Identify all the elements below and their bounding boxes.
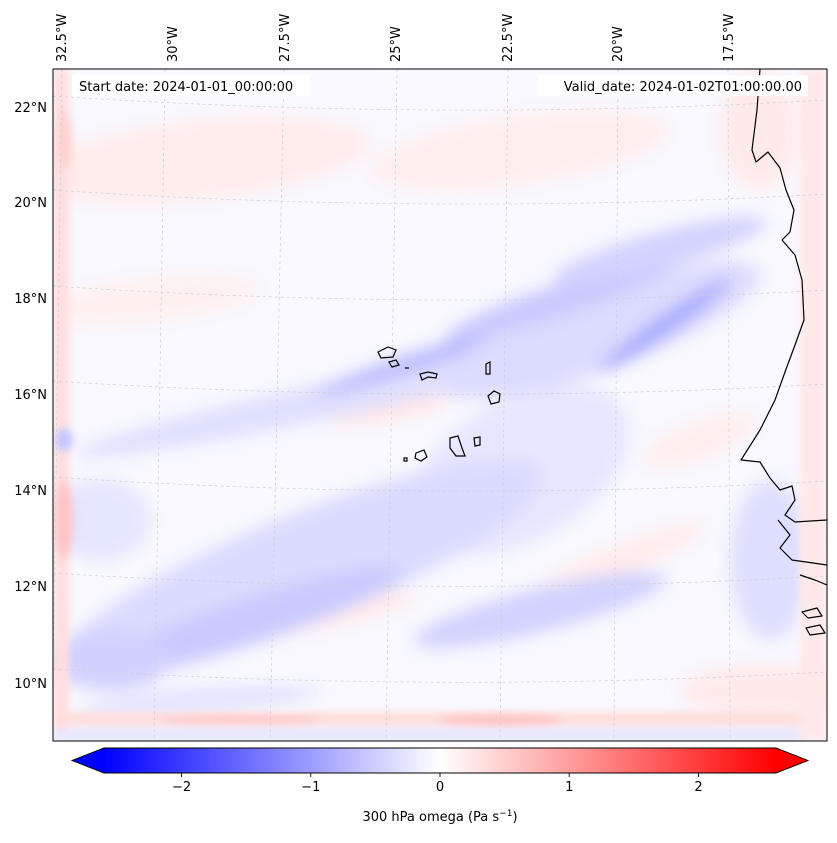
island-boa-vista (487, 390, 501, 405)
colorbar-tick-label: −2 (172, 780, 191, 795)
coastline (740, 69, 827, 636)
lon-label: 25°W (389, 26, 404, 62)
colorbar-body (104, 748, 776, 773)
latitude-labels: 22°N 20°N 18°N 16°N 14°N 12°N 10°N (14, 101, 47, 692)
valid-date-box: Valid_date: 2024-01-02T01:00:00.00 (538, 75, 808, 96)
lon-label: 17.5°W (722, 14, 737, 62)
colorbar-max-extension (776, 748, 808, 773)
colorbar-outline (70, 747, 810, 774)
valid-date-label: Valid_date: 2024-01-02T01:00:00.00 (564, 80, 802, 95)
lat-label: 16°N (14, 388, 47, 403)
lat-label: 22°N (14, 101, 47, 116)
lat-label: 18°N (14, 292, 47, 307)
colorbar-min-extension (72, 748, 104, 773)
start-date-label: Start date: 2024-01-01_00:00:00 (79, 80, 293, 95)
colorbar-tick-label: −1 (301, 780, 320, 795)
lat-label: 20°N (14, 196, 47, 211)
island-sao-nicolau (419, 371, 438, 381)
colorbar-label: 300 hPa omega (Pa s−1) (362, 809, 517, 825)
island-maio (473, 436, 481, 447)
lon-label: 32.5°W (55, 14, 70, 62)
island-sao-vicente (388, 359, 400, 368)
graticule (53, 69, 827, 741)
lon-label: 27.5°W (278, 14, 293, 62)
island-santo-antao (377, 346, 397, 359)
lat-label: 10°N (14, 677, 47, 692)
colorbar-tick-label: 1 (565, 780, 573, 795)
lon-label: 22.5°W (501, 14, 516, 62)
lat-label: 12°N (14, 580, 47, 595)
island-sal (485, 361, 491, 375)
longitude-labels: 32.5°W 30°W 27.5°W 25°W 22.5°W 20°W 17.5… (55, 14, 737, 62)
colorbar-tick-label: 0 (436, 780, 444, 795)
colorbar-tick-label: 2 (694, 780, 702, 795)
island-fogo (414, 449, 428, 462)
start-date-box: Start date: 2024-01-01_00:00:00 (72, 75, 310, 96)
west-africa-coast (740, 69, 827, 523)
colorbar: −2 −1 0 1 2 300 hPa omega (Pa s−1) (70, 747, 810, 825)
lon-label: 30°W (166, 26, 181, 62)
island-santiago (449, 435, 466, 457)
cape-verde-islands (377, 346, 501, 462)
lon-label: 20°W (611, 26, 626, 62)
island-brava (403, 457, 408, 462)
map-frame (52, 68, 828, 742)
omega-field (53, 69, 827, 741)
lat-label: 14°N (14, 484, 47, 499)
colorbar-ticks: −2 −1 0 1 2 (172, 773, 703, 795)
